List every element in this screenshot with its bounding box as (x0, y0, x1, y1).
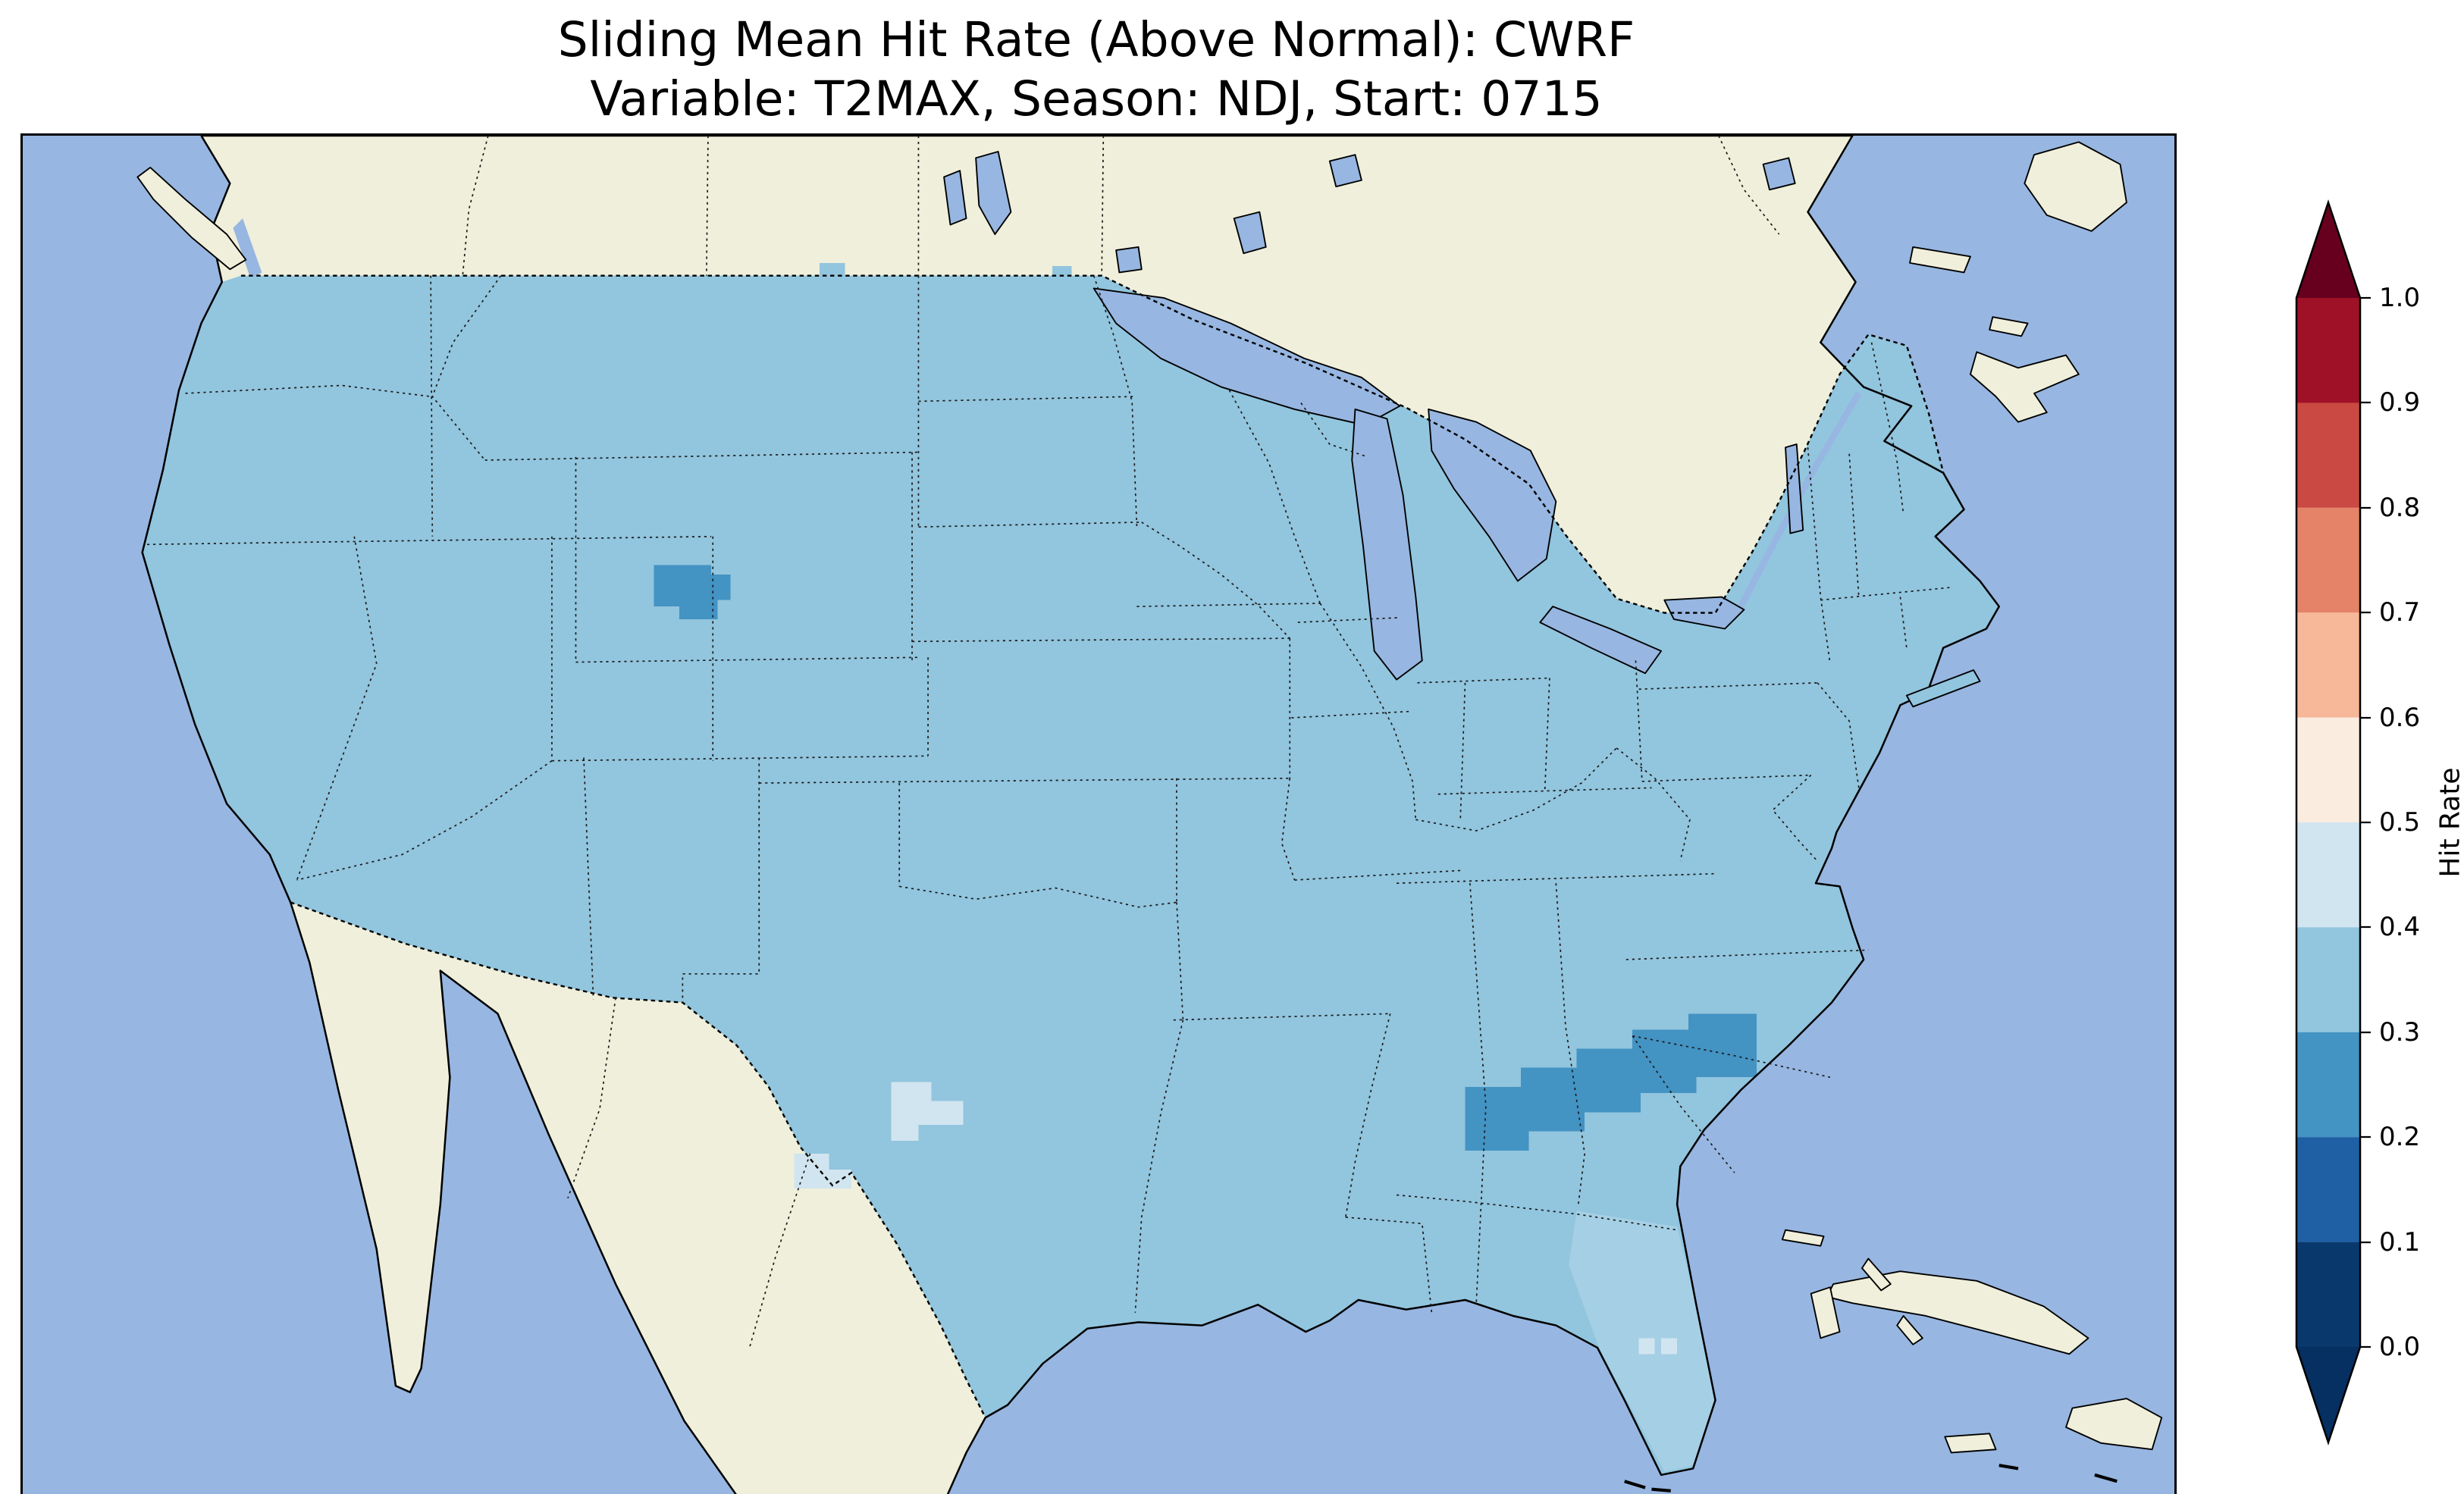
andros-island (1810, 1286, 1841, 1339)
lake-erie (1539, 606, 1663, 675)
lake-superior (1092, 287, 1401, 426)
lake-winnipeg (975, 151, 1012, 236)
hitrate-patch-florida-cell-1 (1638, 1338, 1655, 1355)
colorbar-tick-label: 0.5 (2379, 807, 2421, 838)
florida-keys (1624, 1480, 1671, 1492)
canada-lake-1 (1328, 154, 1362, 188)
prince-edward-island (1989, 316, 2029, 337)
colorbar-tick-label: 0.8 (2379, 493, 2421, 523)
grand-bahama (1781, 1229, 1825, 1247)
lake-nipigon (1233, 211, 1267, 255)
colorbar-segment (2296, 822, 2360, 928)
us-mexico-border (290, 901, 986, 1418)
colorbar-tick-label: 0.4 (2379, 912, 2421, 942)
colorbar-segment (2296, 1242, 2360, 1348)
colorbar-tick-label: 0.2 (2379, 1122, 2421, 1152)
colorbar-segment (2296, 1137, 2360, 1242)
canada-lake-2 (1762, 157, 1796, 191)
hitrate-spill-cell-2 (1052, 266, 1072, 276)
lake-of-the-woods (1115, 246, 1143, 274)
colorbar-graphic (2295, 199, 2371, 1445)
colorbar-tick-label: 1.0 (2379, 283, 2421, 313)
long-island (1905, 669, 1981, 708)
hitrate-spill-cell-1 (820, 262, 845, 276)
colorbar-segment (2296, 927, 2360, 1032)
colorbar-segment (2296, 1032, 2360, 1138)
lake-champlain (1785, 443, 1804, 534)
colorbar-segment (2296, 507, 2360, 613)
mexico-state-borders (567, 998, 811, 1348)
state-borders (146, 275, 1951, 1313)
vancouver-island (136, 167, 247, 271)
lake-huron (1428, 408, 1557, 582)
lake-winnipegosis (943, 170, 967, 226)
colorbar-tick-label: 0.6 (2379, 703, 2421, 733)
colorbar-tick-label: 0.9 (2379, 387, 2421, 418)
us-canada-border (241, 274, 1945, 614)
colorbar-tick-label: 0.0 (2379, 1332, 2421, 1362)
lake-michigan (1351, 408, 1423, 681)
colorbar (2286, 193, 2464, 1494)
colorbar-arrow-over (2296, 202, 2360, 298)
nova-scotia (1969, 351, 2080, 423)
colorbar-segment (2296, 612, 2360, 718)
coastline (141, 136, 2001, 1494)
hitrate-patch-texas-1 (891, 1082, 964, 1142)
map-panel (20, 133, 2177, 1494)
figure-title-line2: Variable: T2MAX, Season: NDJ, Start: 071… (590, 71, 1603, 127)
colorbar-tick-marks (2360, 296, 2371, 1348)
cayman-cays (1998, 1464, 2118, 1483)
eleuthera-island (1861, 1258, 1892, 1292)
newfoundland-island (2024, 141, 2127, 232)
cuba (1826, 1270, 2089, 1355)
conus-map (23, 136, 2174, 1494)
colorbar-axis-label: Hit Rate (2434, 767, 2464, 878)
jamaica (1944, 1433, 1997, 1454)
colorbar-arrow-under (2296, 1347, 2360, 1442)
figure-title-line1: Sliding Mean Hit Rate (Above Normal): CW… (557, 12, 1635, 67)
figure-title: Sliding Mean Hit Rate (Above Normal): CW… (20, 11, 2172, 129)
colorbar-tick-label: 0.1 (2379, 1227, 2421, 1258)
colorbar-segment (2296, 717, 2360, 823)
hitrate-patch-georgia-southcarolina (1465, 1013, 1757, 1151)
colorbar-segment (2296, 402, 2360, 508)
hispaniola (2065, 1398, 2163, 1451)
hitrate-patch-texas-2 (794, 1153, 852, 1189)
hitrate-patch-florida-cell-2 (1661, 1338, 1678, 1355)
conus-hitrate-field (142, 275, 1999, 1475)
puget-sound (233, 218, 262, 279)
anticosti-island (1909, 246, 1971, 274)
hitrate-patch-wyoming (654, 565, 731, 619)
colorbar-tick-label: 0.3 (2379, 1017, 2421, 1048)
bahamas-cay (1896, 1315, 1923, 1345)
colorbar-segment (2296, 298, 2360, 403)
colorbar-tick-label: 0.7 (2379, 597, 2421, 628)
